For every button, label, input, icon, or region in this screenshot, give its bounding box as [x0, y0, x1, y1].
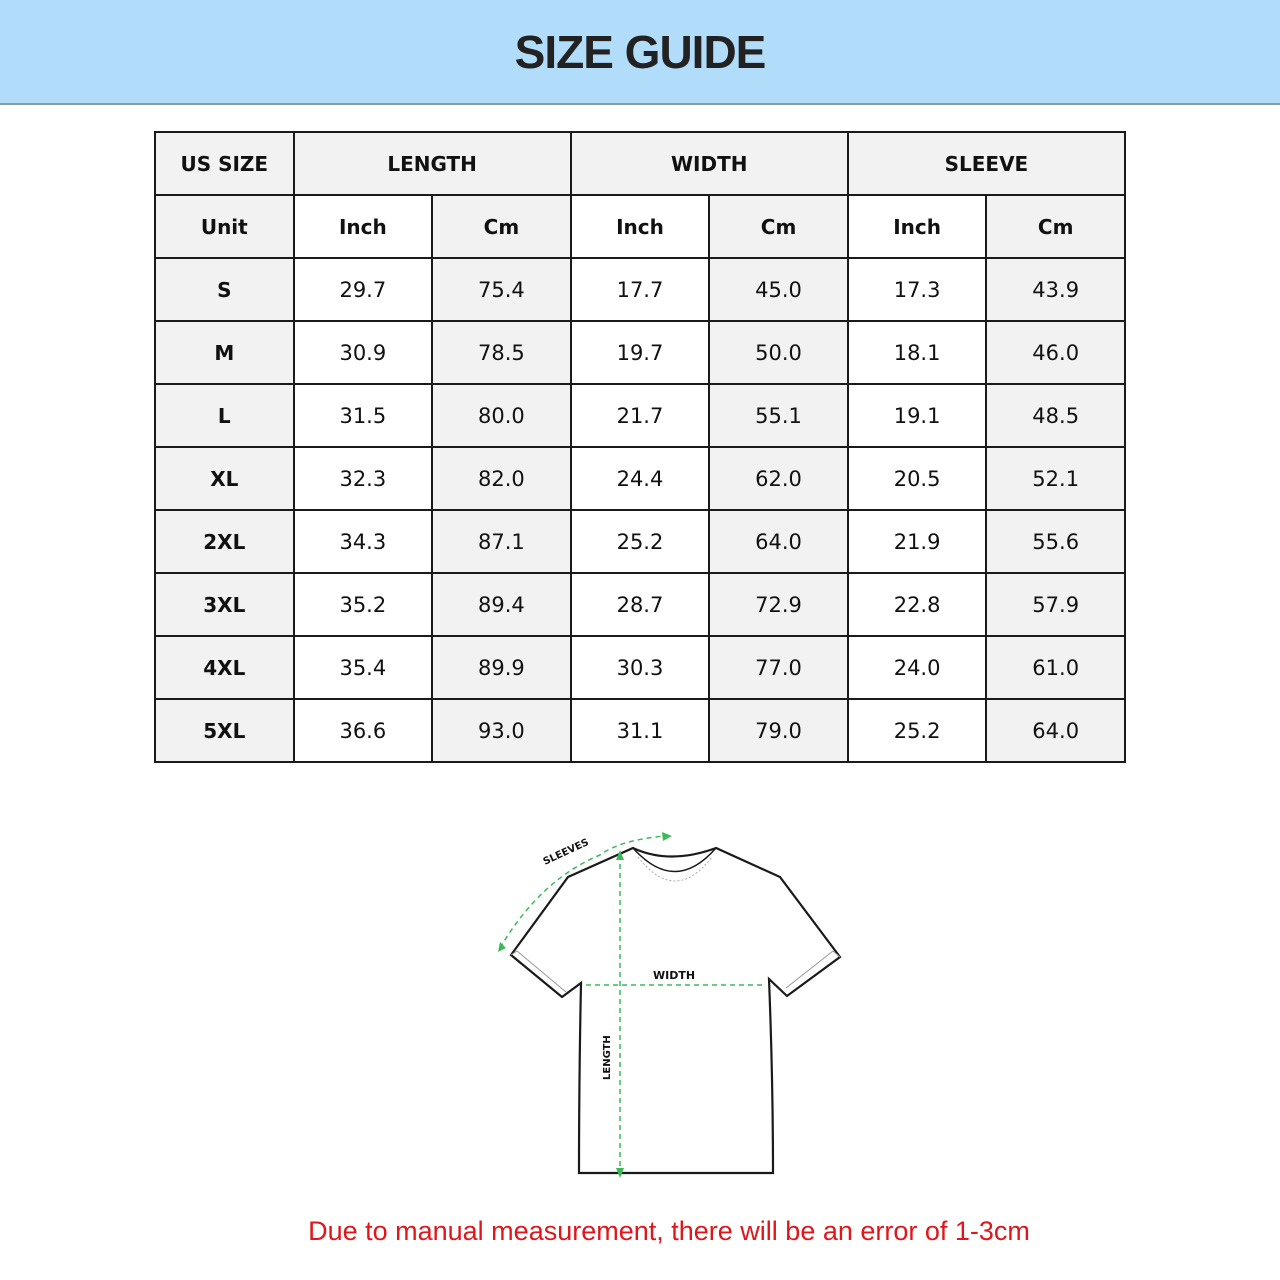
- table-row: 2XL 34.3 87.1 25.2 64.0 21.9 55.6: [154, 509, 1126, 574]
- measurement-note: Due to manual measurement, there will be…: [308, 1216, 1030, 1246]
- measurement-cell: 17.3: [846, 257, 988, 322]
- measurement-cell: 55.1: [708, 383, 849, 448]
- measurement-cell: 64.0: [708, 509, 849, 574]
- arrow-icon: [662, 832, 672, 841]
- unit-label: Unit: [154, 194, 295, 259]
- measurement-cell: 87.1: [431, 509, 572, 574]
- measurement-cell: 22.8: [846, 572, 988, 637]
- measurement-cell: 30.3: [569, 635, 711, 700]
- measurement-cell: 79.0: [708, 698, 849, 763]
- measurement-cell: 30.9: [292, 320, 434, 385]
- measurement-cell: 35.2: [292, 572, 434, 637]
- size-cell: M: [154, 320, 295, 385]
- measurement-cell: 25.2: [846, 698, 988, 763]
- arrow-icon: [498, 942, 506, 952]
- measurement-cell: 64.0: [985, 698, 1126, 763]
- unit-cell: Cm: [431, 194, 572, 259]
- header-banner: SIZE GUIDE: [0, 0, 1280, 105]
- size-cell: 2XL: [154, 509, 295, 574]
- unit-cell: Cm: [985, 194, 1126, 259]
- measurement-cell: 61.0: [985, 635, 1126, 700]
- measure-lines: [499, 835, 766, 1175]
- header-us-size: US SIZE: [154, 131, 295, 196]
- arrow-icon: [616, 850, 624, 860]
- measurement-cell: 18.1: [846, 320, 988, 385]
- measurement-cell: 21.9: [846, 509, 988, 574]
- measurement-cell: 72.9: [708, 572, 849, 637]
- size-cell: 5XL: [154, 698, 295, 763]
- table-row: L 31.5 80.0 21.7 55.1 19.1 48.5: [154, 383, 1126, 448]
- measurement-cell: 20.5: [846, 446, 988, 511]
- unit-row: Unit Inch Cm Inch Cm Inch Cm: [154, 194, 1126, 259]
- measurement-cell: 45.0: [708, 257, 849, 322]
- measurement-cell: 89.4: [431, 572, 572, 637]
- table-row: 3XL 35.2 89.4 28.7 72.9 22.8 57.9: [154, 572, 1126, 637]
- unit-cell: Inch: [569, 194, 711, 259]
- header-length: LENGTH: [292, 131, 572, 196]
- arrow-icon: [616, 1168, 624, 1178]
- measurement-cell: 75.4: [431, 257, 572, 322]
- size-cell: L: [154, 383, 295, 448]
- measurement-cell: 17.7: [569, 257, 711, 322]
- measurement-cell: 31.5: [292, 383, 434, 448]
- tshirt-outline: [509, 846, 842, 1175]
- size-table: US SIZE LENGTH WIDTH SLEEVE Unit Inch Cm In…: [154, 131, 1127, 763]
- measurement-cell: 36.6: [292, 698, 434, 763]
- header-sleeve: SLEEVE: [846, 131, 1127, 196]
- measurement-cell: 34.3: [292, 509, 434, 574]
- unit-cell: Inch: [846, 194, 988, 259]
- measurement-cell: 19.7: [569, 320, 711, 385]
- unit-cell: Inch: [292, 194, 434, 259]
- label-length: LENGTH: [602, 1035, 613, 1080]
- measurement-cell: 80.0: [431, 383, 572, 448]
- measurement-cell: 25.2: [569, 509, 711, 574]
- size-cell: S: [154, 257, 295, 322]
- measurement-cell: 31.1: [569, 698, 711, 763]
- measurement-cell: 21.7: [569, 383, 711, 448]
- table-row: 4XL 35.4 89.9 30.3 77.0 24.0 61.0: [154, 635, 1126, 700]
- table-row: M 30.9 78.5 19.7 50.0 18.1 46.0: [154, 320, 1126, 385]
- unit-cell: Cm: [708, 194, 849, 259]
- size-cell: 4XL: [154, 635, 295, 700]
- measurement-cell: 89.9: [431, 635, 572, 700]
- measurement-cell: 19.1: [846, 383, 988, 448]
- measurement-cell: 55.6: [985, 509, 1126, 574]
- measurement-cell: 29.7: [292, 257, 434, 322]
- measurement-cell: 24.0: [846, 635, 988, 700]
- measurement-cell: 28.7: [569, 572, 711, 637]
- label-width: WIDTH: [653, 969, 695, 982]
- size-cell: 3XL: [154, 572, 295, 637]
- size-cell: XL: [154, 446, 295, 511]
- measurement-cell: 32.3: [292, 446, 434, 511]
- table-row: 5XL 36.6 93.0 31.1 79.0 25.2 64.0: [154, 698, 1126, 763]
- measurement-cell: 50.0: [708, 320, 849, 385]
- measurement-cell: 78.5: [431, 320, 572, 385]
- measurement-cell: 77.0: [708, 635, 849, 700]
- measurement-cell: 48.5: [985, 383, 1126, 448]
- measurement-cell: 57.9: [985, 572, 1126, 637]
- page-title: SIZE GUIDE: [514, 25, 767, 78]
- measurement-cell: 62.0: [708, 446, 849, 511]
- measurement-cell: 52.1: [985, 446, 1126, 511]
- measurement-cell: 46.0: [985, 320, 1126, 385]
- header-width: WIDTH: [569, 131, 849, 196]
- group-header-row: US SIZE LENGTH WIDTH SLEEVE: [154, 131, 1127, 196]
- measurement-cell: 24.4: [569, 446, 711, 511]
- measurement-cell: 82.0: [431, 446, 572, 511]
- table-row: S 29.7 75.4 17.7 45.0 17.3 43.9: [154, 257, 1126, 322]
- measurement-cell: 43.9: [985, 257, 1126, 322]
- tshirt-measurement-diagram: SLEEVES WIDTH LENGTH: [498, 832, 842, 1178]
- measurement-cell: 35.4: [292, 635, 434, 700]
- measurement-cell: 93.0: [431, 698, 572, 763]
- table-row: XL 32.3 82.0 24.4 62.0 20.5 52.1: [154, 446, 1126, 511]
